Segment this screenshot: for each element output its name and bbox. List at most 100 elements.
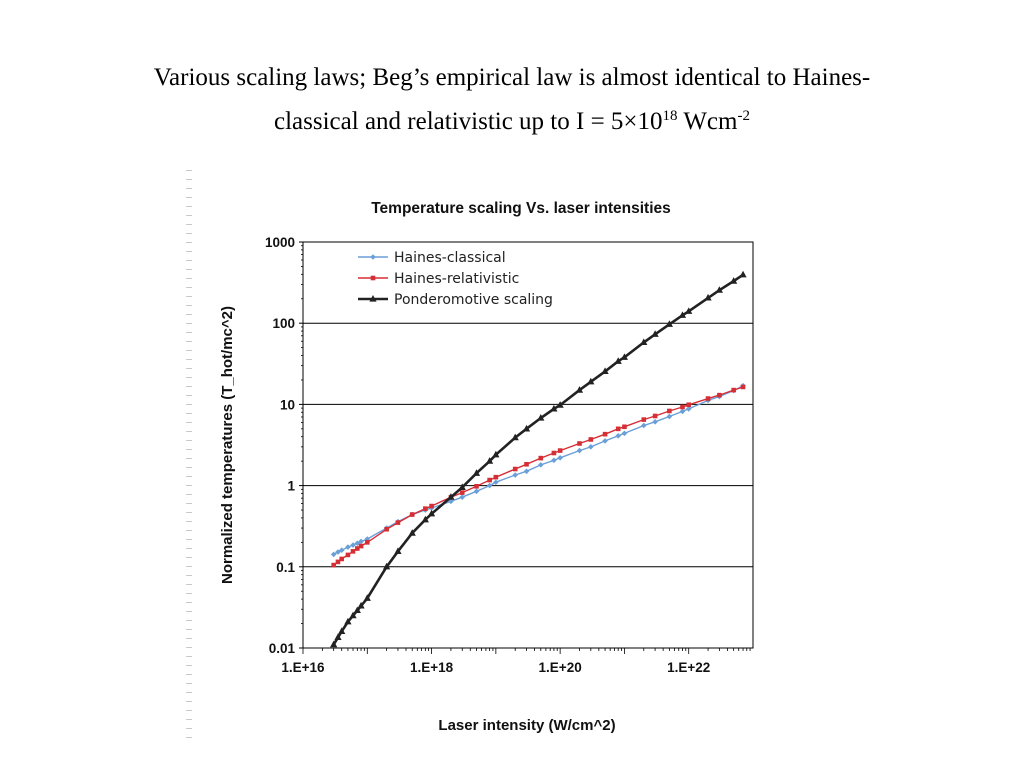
data-point: [652, 419, 658, 425]
x-tick-label: 1.E+20: [539, 660, 582, 675]
y-tick-label: 1000: [265, 235, 295, 250]
slide-title-line-2: classical and relativistic up to I = 5×1…: [40, 100, 984, 144]
data-point: [330, 640, 338, 648]
data-point: [427, 509, 436, 517]
data-point: [679, 408, 686, 415]
data-point: [369, 295, 377, 302]
data-point: [512, 466, 518, 472]
data-point: [358, 538, 364, 545]
data-point: [550, 404, 558, 412]
data-point: [538, 455, 544, 461]
data-point: [364, 540, 370, 545]
decorative-dashed-rule: [186, 170, 192, 740]
data-point: [537, 414, 545, 421]
data-point: [665, 320, 673, 327]
data-point: [486, 457, 494, 464]
data-point: [345, 544, 351, 550]
data-point: [459, 494, 466, 500]
grid-lines: [303, 322, 753, 568]
data-point: [704, 293, 712, 301]
data-point: [602, 431, 608, 437]
y-axis-label: Normalized temperatures (T_hot/mc^2): [219, 306, 236, 584]
slide-title-line-1: Various scaling laws; Beg’s empirical la…: [153, 64, 871, 91]
data-point: [615, 426, 621, 432]
y-tick-label: 1: [287, 479, 295, 494]
data-point: [358, 543, 364, 549]
data-point: [370, 254, 376, 260]
series-haines-relativistic: [331, 384, 746, 568]
data-point: [522, 424, 531, 432]
data-point: [651, 330, 659, 337]
data-point: [577, 441, 582, 446]
data-point: [667, 408, 672, 414]
data-point: [334, 633, 342, 641]
y-axis-ticks: 0.01 0.1 1 10 100 1000: [265, 235, 303, 656]
data-point: [472, 469, 481, 476]
slide-title-unit-exponent: -2: [737, 108, 750, 124]
y-tick-label: 100: [272, 316, 295, 331]
slide-title-exponent: 18: [662, 108, 678, 124]
y-tick-label: 0.01: [269, 641, 296, 656]
data-point: [353, 606, 361, 614]
data-point: [350, 542, 356, 548]
chart-title: Temperature scaling Vs. laser intensitie…: [371, 200, 671, 217]
data-point: [705, 396, 711, 401]
data-point: [448, 498, 454, 505]
data-point: [335, 549, 341, 555]
data-point: [640, 338, 648, 346]
data-point: [587, 377, 595, 385]
data-point: [537, 462, 544, 468]
data-point: [551, 457, 557, 464]
data-point: [349, 611, 357, 619]
x-axis-label: Laser intensity (W/cm^2): [438, 717, 615, 734]
y-tick-label: 10: [280, 397, 295, 412]
data-point: [335, 559, 341, 565]
y-tick-label: 0.1: [276, 560, 295, 575]
data-point: [429, 503, 434, 509]
data-point: [421, 515, 429, 523]
data-point: [686, 402, 692, 408]
data-point: [551, 450, 557, 456]
data-point: [717, 392, 722, 398]
data-point: [357, 601, 365, 609]
data-point: [395, 520, 401, 525]
legend-entry-label: Ponderomotive scaling: [394, 292, 553, 308]
legend: Haines-classical Haines-relativistic Ponde…: [358, 250, 553, 308]
data-point: [588, 437, 594, 442]
data-point: [370, 275, 376, 281]
data-point: [363, 594, 371, 601]
data-point: [621, 430, 628, 437]
series-layer: [330, 270, 747, 648]
data-point: [408, 529, 416, 536]
data-point: [641, 417, 647, 422]
data-point: [739, 270, 747, 278]
data-point: [355, 546, 360, 551]
data-point: [575, 386, 584, 393]
data-point: [338, 547, 345, 554]
data-point: [715, 286, 723, 293]
x-tick-label: 1.E+22: [667, 660, 710, 675]
data-point: [458, 483, 466, 491]
data-point: [524, 461, 529, 467]
data-point: [383, 562, 391, 570]
data-point: [331, 562, 336, 568]
data-point: [601, 367, 609, 374]
data-point: [447, 493, 455, 500]
data-point: [492, 450, 500, 458]
data-point: [493, 479, 499, 486]
data-point: [409, 512, 415, 517]
data-point: [345, 552, 351, 558]
x-tick-label: 1.E+16: [281, 660, 325, 675]
data-point: [680, 404, 685, 410]
data-point: [330, 551, 337, 558]
data-point: [614, 357, 622, 364]
x-axis-ticks: 1.E+16 1.E+18 1.E+20 1.E+22: [281, 648, 751, 675]
data-point: [652, 413, 658, 419]
data-point: [350, 549, 356, 554]
data-point: [620, 353, 629, 360]
data-point: [512, 472, 519, 478]
data-point: [640, 422, 647, 429]
series-ponderomotive-scaling: [330, 270, 747, 648]
data-point: [523, 468, 530, 475]
